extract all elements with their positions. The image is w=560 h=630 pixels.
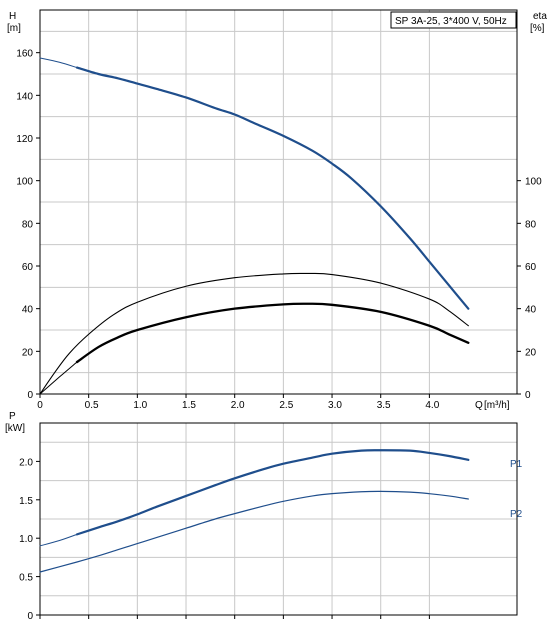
eta-axis-label: eta — [533, 11, 547, 22]
p1-thin-curve — [39, 533, 78, 547]
p1-series-label: P1 — [510, 459, 523, 470]
head-tick-label: 40 — [22, 305, 34, 316]
head-tick-label: 100 — [16, 177, 33, 188]
head-chart-ticks: 0 20 40 60 80 100 120 140 160 0 20 40 60 80 100 0 0.5 1.0… — [16, 49, 542, 411]
head-thin-curve — [39, 57, 78, 69]
head-chart-series — [39, 57, 470, 395]
eta-tick-label: 20 — [525, 347, 537, 358]
power-chart-frame — [39, 422, 518, 616]
head-axis-label: H — [9, 11, 16, 22]
eta-tick-label: 40 — [525, 305, 537, 316]
flow-tick-label: 0.5 — [85, 400, 99, 411]
eta-axis-unit: [%] — [530, 23, 545, 34]
flow-tick-label: 3.0 — [328, 400, 342, 411]
power-tick-label: 1.0 — [19, 534, 33, 545]
head-chart-frame — [39, 9, 518, 395]
flow-axis-unit: [m³/h] — [484, 400, 510, 411]
eta-tick-label: 60 — [525, 262, 537, 273]
power-tick-label: 0 — [27, 611, 33, 622]
power-tick-label: 0.5 — [19, 573, 33, 584]
eta-tick-label: 0 — [525, 390, 531, 401]
p1-curve — [75, 449, 470, 536]
head-axis-unit: [m] — [7, 23, 21, 34]
flow-tick-label: 0 — [37, 400, 43, 411]
eta-tick-label: 80 — [525, 219, 537, 230]
flow-axis-label: Q — [475, 400, 483, 411]
title-box — [390, 11, 517, 29]
eta-curve — [75, 302, 470, 364]
head-chart-grid — [40, 10, 517, 394]
power-chart-series — [39, 449, 470, 573]
power-tick-label: 1.5 — [19, 496, 33, 507]
power-tick-label: 2.0 — [19, 457, 33, 468]
flow-tick-label: 1.5 — [182, 400, 196, 411]
head-curve — [75, 66, 470, 310]
flow-tick-label: 2.5 — [279, 400, 293, 411]
eta-total-thin-curve — [39, 272, 469, 395]
p2-series-label: P2 — [510, 509, 523, 520]
power-chart-grid — [40, 423, 517, 615]
head-tick-label: 120 — [16, 134, 33, 145]
flow-tick-label: 2.0 — [231, 400, 245, 411]
eta-thin-curve — [39, 361, 78, 395]
power-axis-label: P — [9, 411, 16, 422]
head-tick-label: 60 — [22, 262, 34, 273]
head-tick-label: 140 — [16, 91, 33, 102]
head-tick-label: 20 — [22, 347, 34, 358]
flow-tick-label: 1.0 — [133, 400, 147, 411]
flow-tick-label: 3.5 — [377, 400, 391, 411]
flow-tick-label: 4.0 — [425, 400, 439, 411]
power-axis-unit: [kW] — [5, 423, 25, 434]
power-chart-ticks: 0 0.5 1.0 1.5 2.0 — [19, 457, 430, 622]
chart-title: SP 3A-25, 3*400 V, 50Hz — [395, 16, 507, 27]
head-tick-label: 160 — [16, 49, 33, 60]
head-tick-label: 80 — [22, 219, 34, 230]
eta-tick-label: 100 — [525, 177, 542, 188]
head-tick-label: 0 — [27, 390, 33, 401]
p2-curve — [39, 490, 469, 573]
